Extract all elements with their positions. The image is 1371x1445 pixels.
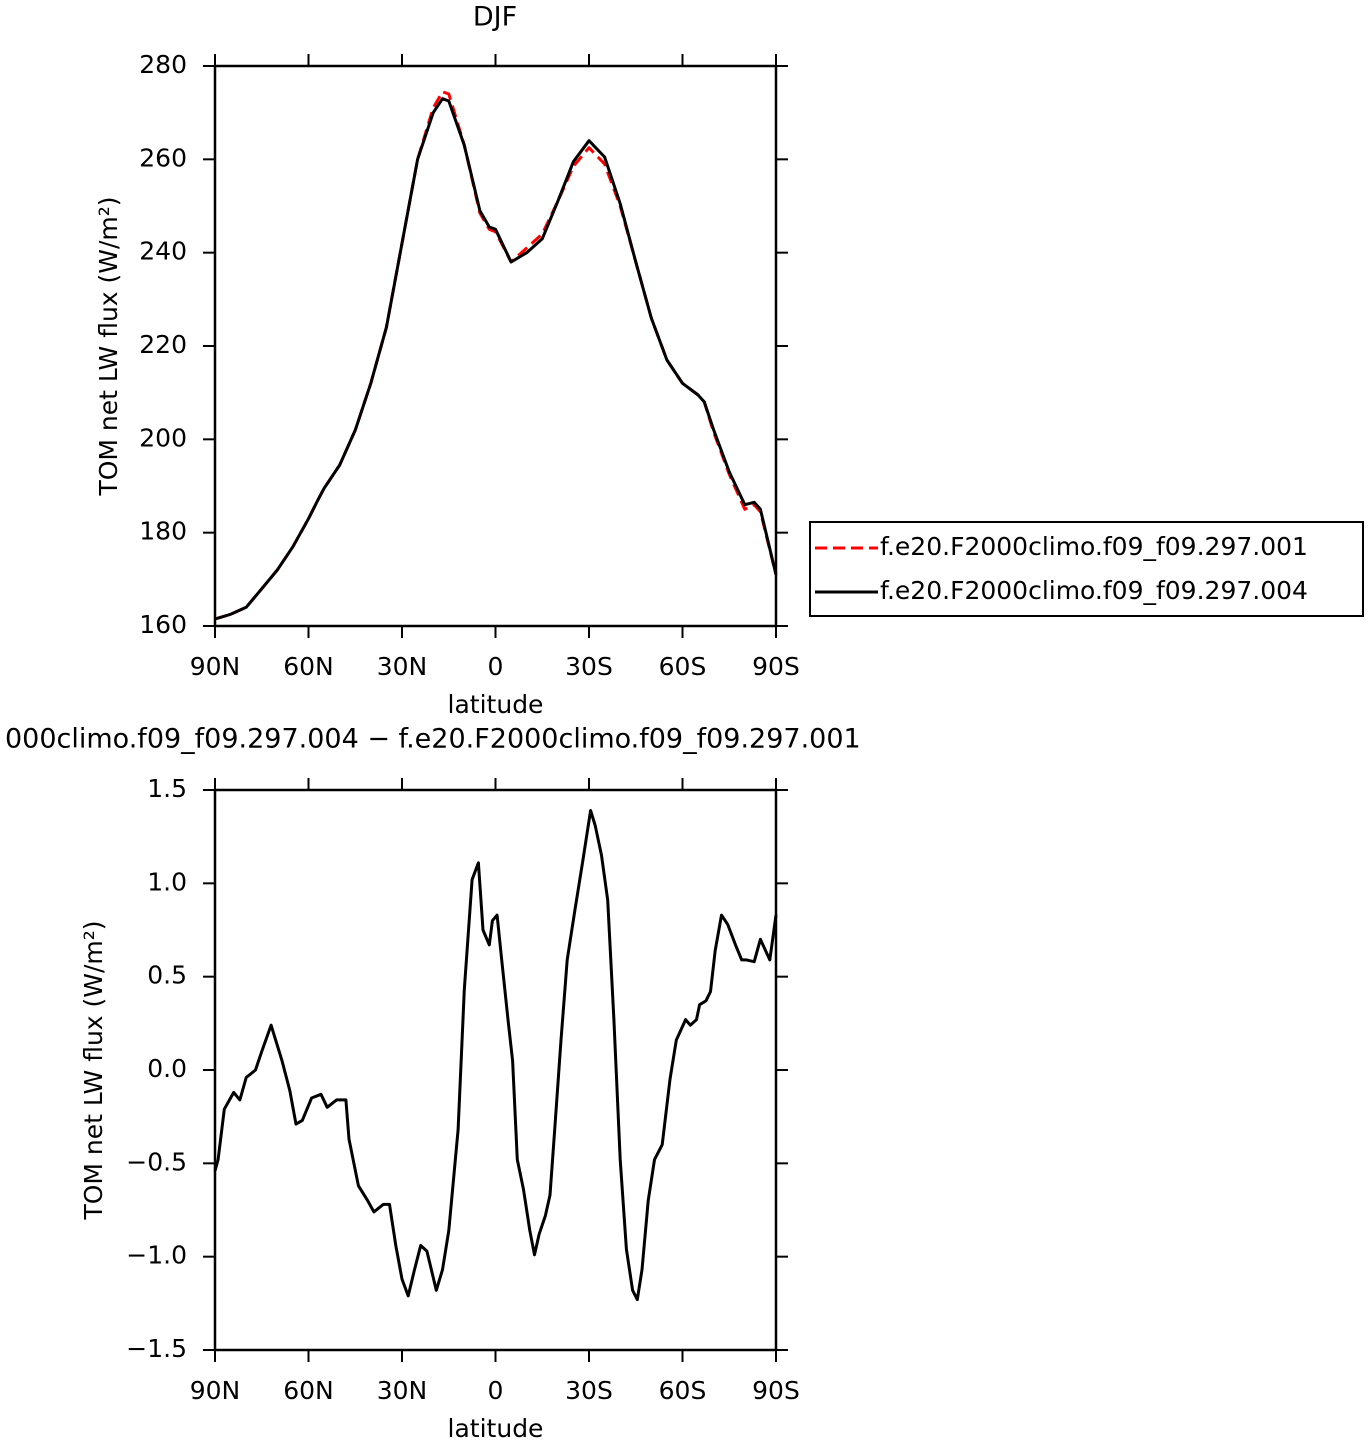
x-tick-label: 30N bbox=[377, 652, 428, 681]
plot-frame bbox=[213, 64, 778, 628]
y-tick-label: 1.5 bbox=[147, 774, 187, 803]
legend-label: f.e20.F2000climo.f09_f09.297.001 bbox=[880, 532, 1308, 561]
x-tick-label: 30N bbox=[377, 1376, 428, 1405]
x-axis-label: latitude bbox=[448, 690, 544, 719]
legend-label: f.e20.F2000climo.f09_f09.297.004 bbox=[880, 576, 1308, 605]
y-tick-label: 220 bbox=[139, 330, 187, 359]
plot-frame bbox=[213, 788, 778, 1352]
legend-box bbox=[809, 521, 1364, 617]
x-tick-label: 90S bbox=[752, 652, 800, 681]
x-tick-label: 60N bbox=[283, 652, 334, 681]
y-tick-label: −1.5 bbox=[126, 1334, 187, 1363]
x-tick-label: 30S bbox=[565, 652, 613, 681]
x-tick-label: 90S bbox=[752, 1376, 800, 1405]
y-tick-label: 200 bbox=[139, 423, 187, 452]
data-line bbox=[214, 97, 778, 621]
x-tick-label: 90N bbox=[190, 1376, 241, 1405]
y-tick-label: 280 bbox=[139, 50, 187, 79]
y-tick-label: 180 bbox=[139, 517, 187, 546]
x-tick-label: 90N bbox=[190, 652, 241, 681]
y-tick-label: 260 bbox=[139, 143, 187, 172]
y-tick-label: 0.0 bbox=[147, 1054, 187, 1083]
x-tick-label: 0 bbox=[488, 652, 504, 681]
data-line bbox=[213, 809, 778, 1302]
y-axis-label: TOM net LW flux (W/m²) bbox=[94, 196, 123, 496]
x-tick-label: 30S bbox=[565, 1376, 613, 1405]
y-axis-label: TOM net LW flux (W/m²) bbox=[79, 920, 108, 1220]
y-tick-label: 1.0 bbox=[147, 867, 187, 896]
x-tick-label: 0 bbox=[488, 1376, 504, 1405]
chart-title: 000climo.f09_f09.297.004 − f.e20.F2000cl… bbox=[5, 724, 861, 755]
x-tick-label: 60N bbox=[283, 1376, 334, 1405]
y-tick-label: 160 bbox=[139, 610, 187, 639]
x-tick-label: 60S bbox=[659, 1376, 707, 1405]
chart-title: DJF bbox=[473, 2, 517, 33]
y-tick-label: 240 bbox=[139, 237, 187, 266]
y-tick-label: −0.5 bbox=[126, 1147, 187, 1176]
x-axis-label: latitude bbox=[448, 1414, 544, 1443]
data-line bbox=[214, 90, 778, 621]
x-tick-label: 60S bbox=[659, 652, 707, 681]
y-tick-label: 0.5 bbox=[147, 961, 187, 990]
y-tick-label: −1.0 bbox=[126, 1241, 187, 1270]
